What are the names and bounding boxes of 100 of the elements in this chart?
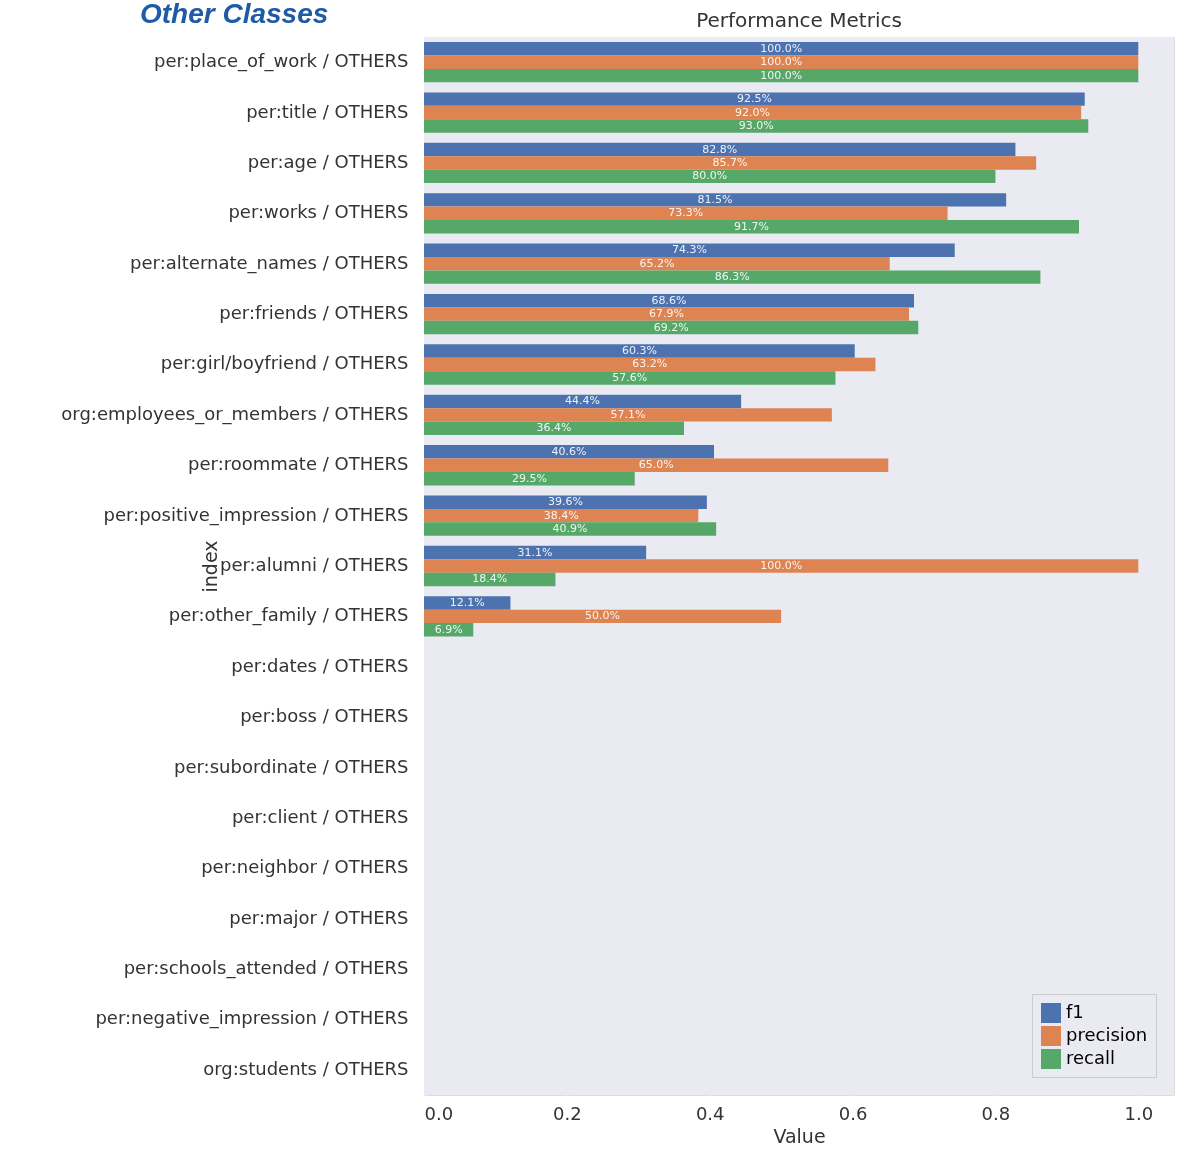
data-label: 82.8%: [702, 142, 738, 156]
bar: [424, 559, 1139, 573]
data-label: 69.2%: [653, 320, 689, 334]
legend-label: precision: [1066, 1024, 1148, 1045]
bar: [424, 257, 890, 271]
bar: [424, 243, 955, 257]
y-tick-label: per:title / OTHERS: [246, 100, 409, 122]
data-label: 36.4%: [536, 421, 572, 435]
x-tick-label: 0.0: [424, 1102, 454, 1124]
data-label: 38.4%: [543, 508, 579, 522]
data-label: 50.0%: [585, 609, 621, 623]
data-label: 60.3%: [621, 344, 657, 358]
data-label: 93.0%: [738, 119, 774, 133]
bar: [424, 307, 909, 321]
y-tick-label: per:alumni / OTHERS: [219, 554, 409, 575]
x-tick-label: 1.0: [1124, 1102, 1154, 1124]
y-tick-label: per:positive_impression / OTHERS: [103, 503, 409, 526]
y-tick-label: per:neighbor / OTHERS: [201, 856, 409, 878]
bar: [424, 55, 1139, 69]
data-label: 12.1%: [449, 595, 485, 609]
bar: [424, 408, 832, 422]
data-label: 63.2%: [632, 357, 668, 371]
y-tick-label: per:client / OTHERS: [231, 805, 409, 827]
x-tick-label: 0.8: [981, 1102, 1011, 1124]
y-tick-label: per:major / OTHERS: [229, 906, 409, 928]
y-tick-label: per:girl/boyfriend / OTHERS: [160, 352, 409, 374]
bar: [424, 371, 836, 385]
data-label: 92.5%: [736, 92, 772, 106]
data-label: 68.6%: [651, 293, 687, 307]
bar: [424, 206, 948, 221]
y-tick-label: org:employees_or_members / OTHERS: [61, 402, 409, 425]
bar: [424, 596, 511, 610]
bar: [424, 609, 782, 624]
bar: [424, 156, 1037, 170]
data-label: 65.0%: [638, 458, 674, 472]
y-tick-label: org:students / OTHERS: [203, 1057, 409, 1079]
y-tick-label: per:friends / OTHERS: [219, 302, 409, 324]
data-label: 65.2%: [639, 256, 675, 270]
bar: [424, 445, 714, 459]
bar: [424, 320, 919, 335]
data-label: 6.9%: [434, 622, 463, 636]
data-label: 92.0%: [735, 105, 771, 119]
bar: [424, 421, 684, 436]
data-label: 91.7%: [734, 219, 769, 233]
bar: [424, 119, 1089, 133]
bar: [424, 394, 742, 409]
y-tick-label: per:schools_attended / OTHERS: [123, 957, 409, 980]
bar: [424, 458, 889, 472]
bar: [424, 357, 876, 372]
y-tick-label: per:boss / OTHERS: [240, 705, 409, 727]
x-tick-label: 0.6: [838, 1102, 868, 1124]
bar: [424, 270, 1041, 284]
y-tick-label: per:other_family / OTHERS: [168, 604, 409, 627]
data-label: 86.3%: [714, 270, 750, 284]
legend-label: recall: [1066, 1047, 1116, 1068]
text: Other Classes: [140, 0, 329, 29]
y-axis-title: index: [198, 540, 221, 593]
data-label: 73.3%: [668, 206, 704, 220]
data-label: 100.0%: [760, 68, 803, 82]
x-tick-label: 0.4: [695, 1102, 725, 1124]
bar: [424, 471, 635, 486]
y-tick-label: per:negative_impression / OTHERS: [95, 1007, 409, 1030]
data-label: 44.4%: [565, 394, 601, 408]
legend-label: f1: [1066, 1001, 1084, 1022]
data-label: 18.4%: [472, 572, 508, 586]
data-label: 81.5%: [697, 192, 733, 206]
x-tick-label: 0.2: [553, 1102, 582, 1124]
bar: [424, 508, 699, 523]
data-label: 100.0%: [760, 559, 803, 572]
bar: [424, 68, 1139, 83]
bar: [424, 169, 996, 184]
bar: [424, 92, 1085, 106]
y-tick-label: per:alternate_names / OTHERS: [130, 251, 409, 274]
data-label: 85.7%: [712, 155, 748, 169]
data-label: 57.1%: [610, 407, 646, 421]
y-tick-label: per:subordinate / OTHERS: [174, 755, 409, 777]
data-label: 80.0%: [692, 169, 728, 183]
data-label: 57.6%: [612, 370, 648, 384]
data-label: 29.5%: [511, 471, 547, 485]
x-axis-title: Value: [773, 1124, 826, 1147]
bar: [424, 105, 1082, 120]
data-label: 67.9%: [649, 307, 684, 321]
y-tick-label: per:age / OTHERS: [247, 150, 409, 172]
data-label: 74.3%: [671, 243, 707, 257]
y-tick-label: per:roommate / OTHERS: [188, 453, 409, 475]
data-label: 100.0%: [760, 55, 803, 69]
bar: [424, 344, 855, 358]
data-label: 31.1%: [517, 545, 553, 559]
bar: [424, 42, 1139, 56]
bar: [424, 495, 707, 509]
bar: [424, 545, 647, 560]
bar: [424, 220, 1079, 234]
y-tick-label: per:dates / OTHERS: [231, 654, 409, 676]
data-label: 40.6%: [551, 444, 587, 458]
y-tick-label: per:place_of_work / OTHERS: [154, 50, 409, 73]
y-tick-label: per:works / OTHERS: [228, 201, 409, 223]
bar: [424, 293, 914, 308]
bar: [424, 193, 1007, 207]
bar: [424, 522, 717, 536]
data-label: 40.9%: [552, 522, 588, 536]
